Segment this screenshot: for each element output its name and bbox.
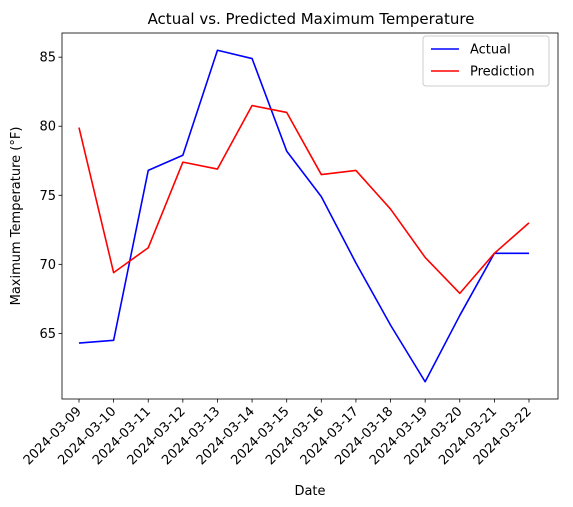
series-line-prediction <box>78 104 530 295</box>
plot-frame <box>61 32 559 400</box>
plot-area <box>62 33 558 399</box>
y-tick-label: 65 <box>39 327 56 342</box>
chart-title: Actual vs. Predicted Maximum Temperature <box>148 10 475 28</box>
y-axis-label: Maximum Temperature (°F) <box>9 127 24 306</box>
x-axis-label: Date <box>294 484 325 499</box>
series-line-actual <box>78 49 529 383</box>
y-axis: 65 70 75 80 85 <box>39 51 62 342</box>
y-tick-label: 85 <box>39 51 56 66</box>
legend: Actual Prediction <box>422 35 550 87</box>
series-lines <box>78 49 530 383</box>
y-tick-label: 75 <box>39 189 56 204</box>
y-tick-label: 80 <box>39 120 56 135</box>
x-axis: 2024-03-092024-03-102024-03-112024-03-12… <box>21 399 535 468</box>
legend-label-actual: Actual <box>470 43 511 58</box>
legend-label-prediction: Prediction <box>470 65 535 80</box>
y-tick-label: 70 <box>39 258 56 273</box>
